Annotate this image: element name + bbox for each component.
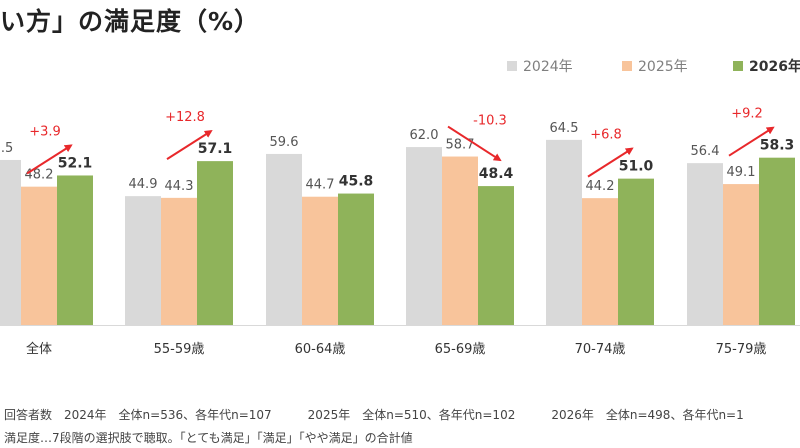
bar-3-2: [478, 186, 514, 325]
change-label-5: +9.2: [731, 107, 763, 122]
legend-item-2026: 2026年: [733, 56, 800, 76]
data-label-1-0: 44.9: [129, 177, 158, 192]
bar-0-1: [21, 186, 57, 325]
change-arrow-0: [26, 144, 73, 175]
change-arrow-5: [728, 126, 775, 157]
legend-label-2026: 2026年: [749, 59, 800, 75]
legend-swatch-2026: [733, 61, 743, 71]
bar-1-1: [161, 197, 197, 325]
category-label-1: 55-59歳: [154, 342, 205, 357]
bar-4-1: [582, 198, 618, 325]
change-arrow-1: [166, 130, 213, 160]
data-label-5-1: 49.1: [727, 165, 756, 180]
bar-4-2: [618, 178, 654, 325]
bar-5-1: [723, 184, 759, 325]
bar-1-2: [197, 161, 233, 325]
data-label-5-0: 56.4: [691, 144, 720, 159]
category-label-3: 65-69歳: [435, 342, 486, 357]
bar-5-0: [687, 163, 723, 325]
legend-item-2025: 2025年: [622, 56, 688, 76]
change-arrow-3: [447, 125, 502, 162]
footnote-respondents: 回答者数 2024年 全体n=536、各年代n=107 2025年 全体n=51…: [4, 408, 744, 422]
category-label-4: 70-74歳: [575, 342, 626, 357]
data-label-0-2: 52.1: [58, 155, 93, 171]
legend-swatch-2024: [507, 61, 517, 71]
bar-4-0: [546, 139, 582, 325]
data-label-2-0: 59.6: [270, 135, 299, 150]
category-label-2: 60-64歳: [295, 342, 346, 357]
data-label-1-1: 44.3: [165, 179, 194, 194]
legend-label-2025: 2025年: [638, 59, 688, 75]
legend-swatch-2025: [622, 61, 632, 71]
bar-3-0: [406, 147, 442, 325]
data-label-0-0: 7.5: [0, 141, 13, 156]
legend-item-2024: 2024年: [507, 56, 573, 76]
data-label-4-0: 64.5: [550, 121, 579, 136]
data-label-4-2: 51.0: [619, 159, 654, 175]
bar-2-2: [338, 193, 374, 325]
bar-0-0: [0, 159, 21, 325]
data-label-3-0: 62.0: [410, 128, 439, 143]
legend: 2024年 2025年 2026年: [0, 56, 800, 76]
legend-label-2024: 2024年: [523, 59, 573, 75]
bar-1-0: [125, 196, 161, 325]
bar-5-2: [759, 157, 795, 325]
bar-3-1: [442, 156, 478, 325]
category-label-5: 75-79歳: [716, 342, 767, 357]
change-label-3: -10.3: [473, 114, 507, 129]
data-label-0-1: 48.2: [25, 168, 54, 183]
data-label-3-2: 48.4: [479, 166, 514, 182]
chart-title: い方」の満足度（%）: [0, 7, 261, 36]
footnote-definition: 満足度…7段階の選択肢で聴取。「とても満足」「満足」「やや満足」の合計値: [4, 431, 413, 445]
data-label-4-1: 44.2: [586, 179, 615, 194]
bar-0-2: [57, 175, 93, 325]
data-label-2-2: 45.8: [339, 174, 374, 190]
change-label-1: +12.8: [165, 110, 205, 125]
data-label-1-2: 57.1: [198, 141, 233, 157]
change-label-4: +6.8: [590, 128, 622, 143]
bar-2-0: [266, 153, 302, 325]
change-label-0: +3.9: [29, 124, 61, 139]
data-label-3-1: 58.7: [446, 138, 475, 153]
change-arrow-4: [587, 147, 634, 178]
data-label-2-1: 44.7: [306, 178, 335, 193]
category-label-0: 全体: [26, 341, 52, 357]
bar-2-1: [302, 196, 338, 325]
data-label-5-2: 58.3: [760, 138, 795, 154]
